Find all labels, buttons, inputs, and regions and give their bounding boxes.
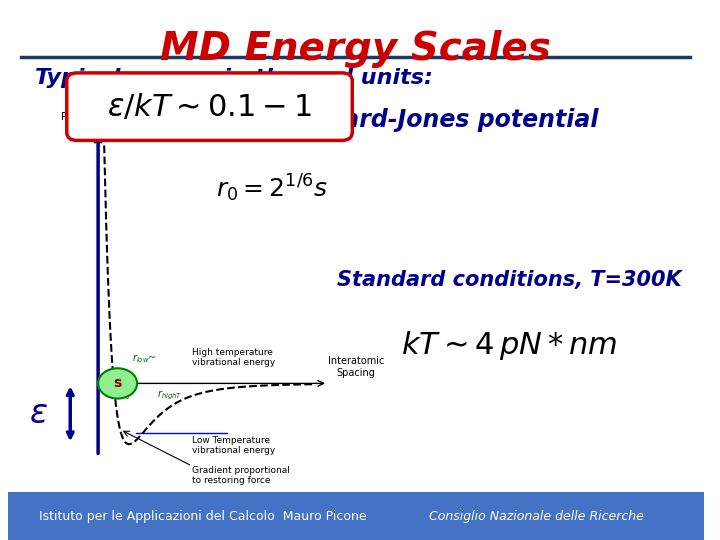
Text: $\varepsilon / kT \sim 0.1 - 1$: $\varepsilon / kT \sim 0.1 - 1$ (107, 92, 312, 122)
Text: Interatomic
Spacing: Interatomic Spacing (328, 356, 384, 378)
FancyBboxPatch shape (8, 492, 704, 540)
Text: $kT \sim 4\,pN * nm$: $kT \sim 4\,pN * nm$ (401, 329, 617, 362)
Circle shape (98, 368, 137, 399)
Text: Gradient proportional
to restoring force: Gradient proportional to restoring force (192, 466, 290, 485)
Text: Standard conditions, T=300K: Standard conditions, T=300K (337, 270, 681, 290)
Text: 6-12 Lennard-Jones potential: 6-12 Lennard-Jones potential (211, 108, 598, 132)
Text: $r_0$: $r_0$ (120, 389, 130, 402)
Text: Consiglio Nazionale delle Ricerche: Consiglio Nazionale delle Ricerche (429, 510, 644, 523)
Text: $r_{low}$~: $r_{low}$~ (132, 352, 157, 365)
Text: s: s (114, 376, 122, 390)
Text: High temperature
vibrational energy: High temperature vibrational energy (192, 348, 275, 367)
Text: Low Temperature
vibrational energy: Low Temperature vibrational energy (192, 436, 275, 455)
Text: Typical energy in thermal units:: Typical energy in thermal units: (35, 68, 433, 87)
Text: $r_0 = 2^{1/6}s$: $r_0 = 2^{1/6}s$ (217, 173, 329, 204)
Text: MD Energy Scales: MD Energy Scales (161, 30, 552, 68)
Text: Istituto per le Applicazioni del Calcolo  Mauro Picone: Istituto per le Applicazioni del Calcolo… (39, 510, 366, 523)
Text: Potential: Potential (60, 111, 104, 122)
Text: $r_{high T}$: $r_{high T}$ (157, 389, 183, 402)
FancyBboxPatch shape (67, 73, 352, 140)
Text: $\varepsilon$: $\varepsilon$ (30, 397, 48, 430)
